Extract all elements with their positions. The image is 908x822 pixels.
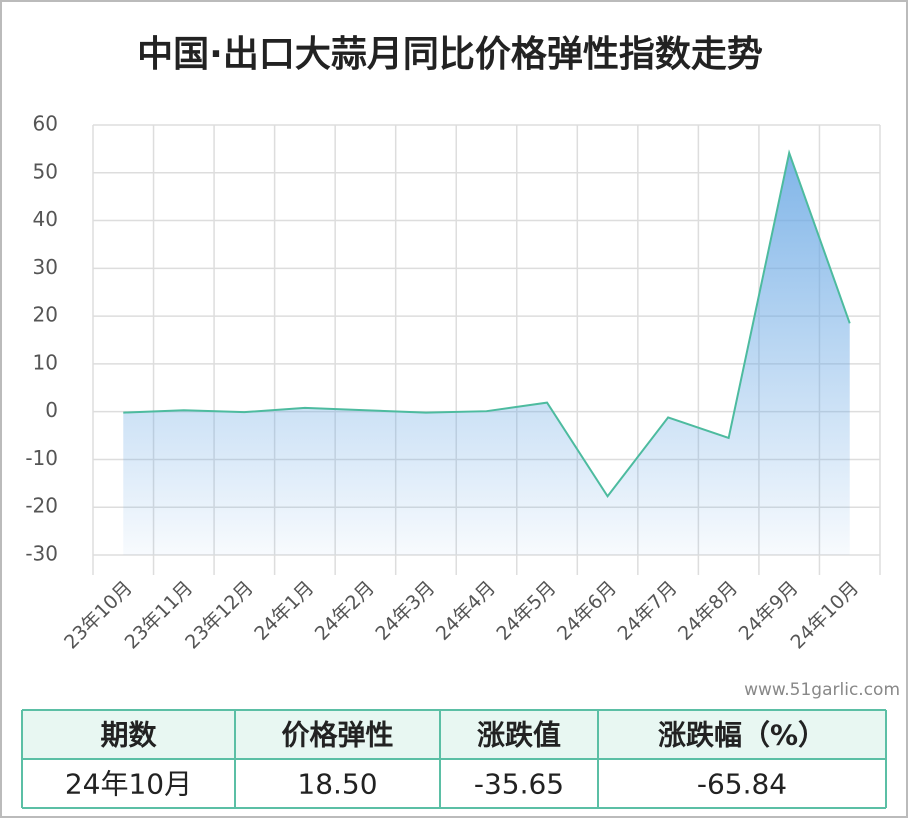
table-header-cell: 涨跌值	[477, 719, 561, 752]
y-tick-label: 20	[33, 303, 58, 327]
y-tick-label: -30	[25, 542, 58, 566]
y-tick-label: 50	[33, 159, 58, 183]
table-cell: -35.65	[474, 768, 564, 801]
y-tick-label: -10	[25, 446, 58, 470]
table-header-cell: 价格弹性	[281, 719, 393, 752]
y-tick-label: 60	[33, 112, 58, 136]
y-tick-label: 30	[33, 255, 58, 279]
table-header-cell: 涨跌幅（%）	[658, 719, 826, 752]
table-cell: 24年10月	[65, 768, 192, 801]
y-tick-label: 0	[45, 398, 58, 422]
table-header-bg	[22, 710, 886, 759]
line	[123, 149, 851, 498]
chart-title: 中国·出口大蒜月同比价格弹性指数走势	[137, 34, 763, 75]
y-tick-label: 40	[33, 207, 58, 231]
watermark: www.51garlic.com	[744, 680, 900, 700]
table-cell: -65.84	[697, 768, 787, 801]
y-tick-label: -20	[25, 494, 58, 518]
y-tick-label: 10	[33, 350, 58, 374]
table-cell: 18.50	[297, 768, 377, 801]
area	[123, 152, 850, 555]
table-header-cell: 期数	[100, 719, 157, 752]
